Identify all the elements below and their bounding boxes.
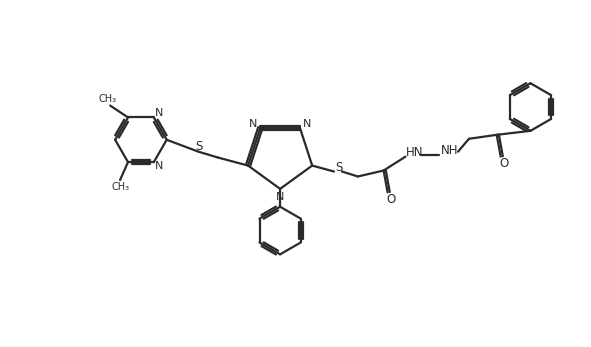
Text: O: O [499, 157, 508, 170]
Text: S: S [335, 161, 343, 174]
Text: O: O [386, 193, 395, 206]
Text: N: N [155, 109, 163, 118]
Text: CH₃: CH₃ [111, 182, 129, 192]
Text: N: N [303, 119, 311, 129]
Text: S: S [195, 140, 202, 153]
Text: N: N [155, 161, 163, 171]
Text: HN: HN [405, 146, 423, 159]
Text: N: N [249, 119, 258, 129]
Text: NH: NH [441, 144, 459, 157]
Text: N: N [276, 192, 284, 202]
Text: CH₃: CH₃ [98, 94, 116, 104]
